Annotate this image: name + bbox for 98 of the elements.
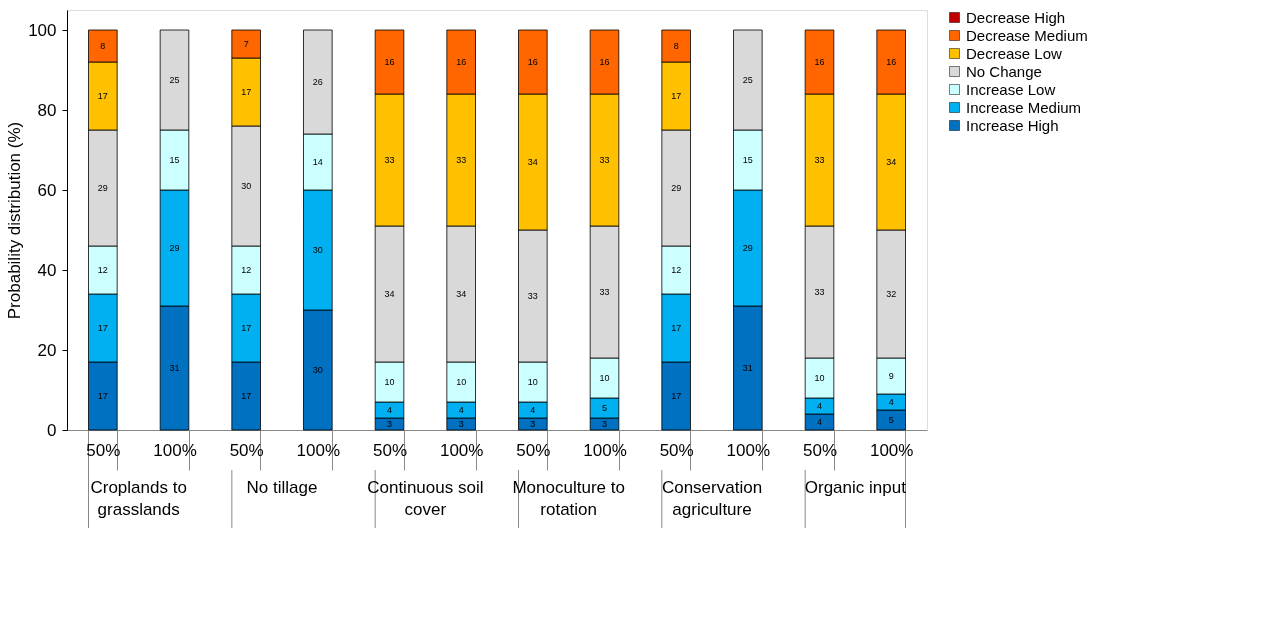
data-label: 30 <box>312 365 323 375</box>
data-label: 16 <box>886 57 897 67</box>
data-label: 29 <box>742 243 753 253</box>
data-label: 15 <box>742 155 753 165</box>
text: Croplands to grasslands <box>90 478 187 519</box>
data-label: 14 <box>312 157 323 167</box>
data-label: 12 <box>97 265 108 275</box>
data-label: 25 <box>742 75 753 85</box>
data-label: 16 <box>456 57 467 67</box>
data-label: 3 <box>386 419 393 429</box>
legend-label: Decrease Low <box>966 44 1063 62</box>
data-label: 29 <box>169 243 180 253</box>
data-label: 10 <box>599 373 610 383</box>
data-label: 17 <box>241 323 252 333</box>
y-tick-label: 0 <box>47 420 57 440</box>
data-label: 17 <box>97 391 108 401</box>
y-tick-label: 20 <box>37 340 57 360</box>
data-label: 33 <box>599 287 610 297</box>
x-tick-label: 50% <box>516 440 551 460</box>
data-label: 4 <box>888 397 894 407</box>
legend-label: Increase Low <box>966 80 1056 98</box>
data-label: 34 <box>527 157 538 167</box>
data-label: 33 <box>814 155 825 165</box>
data-label: 16 <box>384 57 395 67</box>
data-label: 30 <box>312 245 323 255</box>
data-label: 5 <box>601 403 608 413</box>
data-label: 5 <box>888 415 894 425</box>
data-label: 3 <box>458 419 464 429</box>
x-tick-label: 50% <box>372 440 408 460</box>
data-label: 10 <box>384 377 395 387</box>
data-label: 17 <box>671 91 682 101</box>
legend-label: Decrease Medium <box>966 26 1088 44</box>
data-label: 33 <box>384 155 395 165</box>
text: Organic input <box>804 478 907 497</box>
data-label: 7 <box>243 39 249 49</box>
x-tick-label: 50% <box>659 440 694 460</box>
x-tick-label: 50% <box>86 440 121 460</box>
data-label: 16 <box>599 57 610 67</box>
data-label: 12 <box>671 265 682 275</box>
data-label: 33 <box>456 155 467 165</box>
data-label: 31 <box>742 363 753 373</box>
data-label: 4 <box>816 401 823 411</box>
text: Continuous soil cover <box>367 478 484 519</box>
data-label: 3 <box>601 419 608 429</box>
data-label: 31 <box>169 363 180 373</box>
data-label: 4 <box>530 405 536 415</box>
legend-label: Increase High <box>966 116 1059 134</box>
data-label: 10 <box>814 373 825 383</box>
x-tick-label: 50% <box>229 440 264 460</box>
text: Monoculture to rotation <box>512 478 625 519</box>
data-label: 34 <box>384 289 395 299</box>
data-label: 10 <box>456 377 467 387</box>
data-label: 26 <box>312 77 323 87</box>
data-label: 3 <box>530 419 536 429</box>
legend-label: No Change <box>966 62 1042 80</box>
data-label: 10 <box>527 377 538 387</box>
y-tick-label: 40 <box>37 260 57 280</box>
data-label: 33 <box>599 155 610 165</box>
data-label: 29 <box>671 183 682 193</box>
x-tick-label: 100% <box>153 440 197 460</box>
data-label: 17 <box>671 391 682 401</box>
data-label: 9 <box>888 371 894 381</box>
text: Conservation agriculture <box>661 478 763 519</box>
data-label: 15 <box>169 155 180 165</box>
text: No tillage <box>246 478 318 497</box>
data-label: 25 <box>169 75 180 85</box>
data-label: 17 <box>241 391 252 401</box>
data-label: 30 <box>241 181 252 191</box>
x-tick-label: 100% <box>296 440 341 460</box>
data-label: 33 <box>527 291 538 301</box>
data-label: 4 <box>386 405 393 415</box>
data-label: 34 <box>456 289 467 299</box>
data-label: 4 <box>458 405 464 415</box>
data-label: 17 <box>97 91 108 101</box>
data-label: 34 <box>886 157 897 167</box>
data-label: 12 <box>241 265 252 275</box>
x-tick-label: 50% <box>802 440 838 460</box>
data-label: 32 <box>886 289 897 299</box>
y-tick-label: 60 <box>37 180 57 200</box>
x-tick-label: 100% <box>439 440 484 460</box>
legend-label: Decrease High <box>966 8 1066 26</box>
data-label: 17 <box>241 87 252 97</box>
x-tick-label: 100% <box>869 440 914 460</box>
data-label: 29 <box>97 183 108 193</box>
data-label: 4 <box>816 417 823 427</box>
x-tick-label: 100% <box>583 440 627 460</box>
y-tick-label: 80 <box>37 100 57 120</box>
data-label: 8 <box>673 41 679 51</box>
data-label: 16 <box>527 57 538 67</box>
data-label: 16 <box>814 57 825 67</box>
legend-label: Increase Medium <box>966 98 1082 116</box>
y-tick-label: 100 <box>28 20 57 40</box>
data-label: 8 <box>100 41 106 51</box>
x-tick-label: 100% <box>726 440 771 460</box>
data-label: 17 <box>671 323 682 333</box>
y-axis-title: Probability distribution (%) <box>5 121 25 320</box>
data-label: 17 <box>97 323 108 333</box>
data-label: 33 <box>814 287 825 297</box>
